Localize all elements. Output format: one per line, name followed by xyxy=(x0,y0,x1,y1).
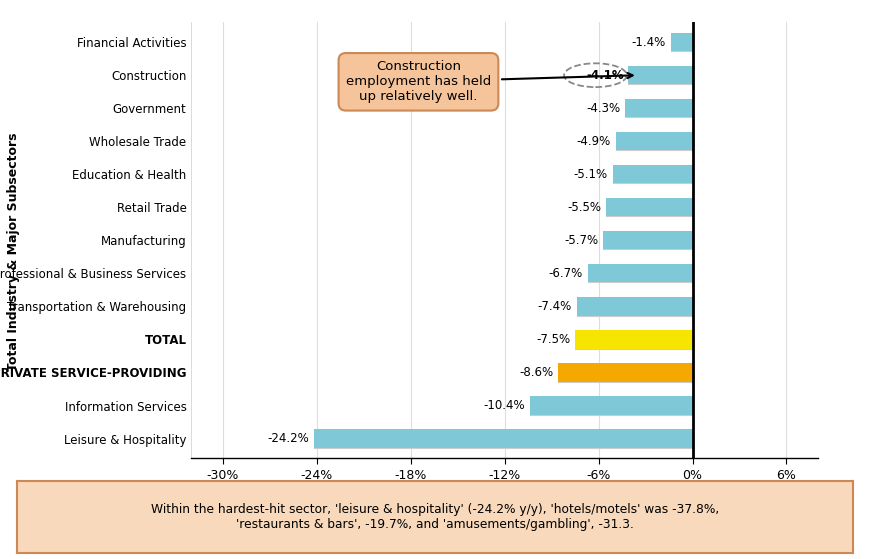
Text: -5.1%: -5.1% xyxy=(574,168,607,181)
Text: -1.4%: -1.4% xyxy=(631,36,665,49)
Text: -7.5%: -7.5% xyxy=(535,333,570,346)
Text: -8.6%: -8.6% xyxy=(519,366,553,379)
Bar xyxy=(529,396,692,415)
Bar xyxy=(625,99,692,117)
Text: -24.2%: -24.2% xyxy=(267,432,308,445)
Text: -6.7%: -6.7% xyxy=(548,267,582,280)
Text: Total Industry & Major Subsectors: Total Industry & Major Subsectors xyxy=(7,132,19,371)
Text: -10.4%: -10.4% xyxy=(483,399,524,412)
Text: -5.7%: -5.7% xyxy=(564,234,598,247)
Text: -7.4%: -7.4% xyxy=(537,300,571,313)
Text: -4.1%: -4.1% xyxy=(586,69,623,82)
Text: -5.5%: -5.5% xyxy=(567,201,601,214)
Bar xyxy=(313,429,692,448)
Bar xyxy=(574,330,692,349)
Text: -4.9%: -4.9% xyxy=(576,135,610,148)
Bar xyxy=(615,132,692,150)
Bar xyxy=(587,264,692,282)
Text: -4.3%: -4.3% xyxy=(586,102,620,115)
Bar xyxy=(602,231,692,249)
Bar xyxy=(606,198,692,216)
Bar xyxy=(670,33,692,51)
X-axis label: Y/Y % Change in Number of Jobs: Y/Y % Change in Number of Jobs xyxy=(378,490,630,504)
Bar xyxy=(612,165,692,183)
Text: Construction
employment has held
up relatively well.: Construction employment has held up rela… xyxy=(346,60,632,103)
Bar xyxy=(557,363,692,382)
Text: Within the hardest-hit sector, 'leisure & hospitality' (-24.2% y/y), 'hotels/mot: Within the hardest-hit sector, 'leisure … xyxy=(150,503,719,531)
Bar xyxy=(576,297,692,315)
Bar xyxy=(627,66,692,84)
